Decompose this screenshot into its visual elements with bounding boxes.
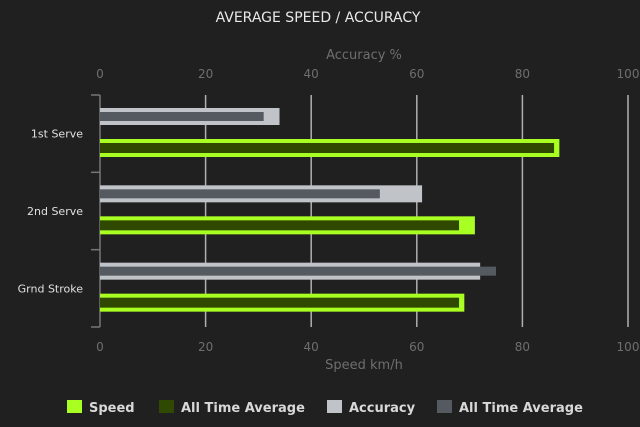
- category-label: 1st Serve: [31, 128, 83, 141]
- top-tick-label: 60: [409, 67, 424, 81]
- legend-label[interactable]: Speed: [89, 401, 135, 416]
- bottom-tick-label: 40: [304, 340, 319, 354]
- top-axis-title: Accuracy %: [326, 48, 402, 63]
- top-tick-label: 100: [617, 67, 640, 81]
- speed-average-bar[interactable]: [100, 143, 555, 153]
- top-tick-label: 0: [96, 67, 104, 81]
- legend-swatch[interactable]: [437, 400, 452, 413]
- bottom-tick-label: 60: [409, 340, 424, 354]
- speed-average-bar[interactable]: [100, 297, 460, 308]
- legend-swatch[interactable]: [327, 400, 342, 413]
- legend-label[interactable]: All Time Average: [181, 401, 305, 416]
- bottom-tick-label: 20: [198, 340, 213, 354]
- top-tick-label: 40: [304, 67, 319, 81]
- category-label: Grnd Stroke: [18, 282, 84, 295]
- legend-label[interactable]: All Time Average: [459, 401, 583, 416]
- top-tick-label: 20: [198, 67, 213, 81]
- bottom-axis-title: Speed km/h: [325, 358, 403, 373]
- top-tick-label: 80: [515, 67, 530, 81]
- accuracy-average-bar[interactable]: [100, 112, 264, 121]
- legend-swatch[interactable]: [67, 400, 82, 413]
- accuracy-average-bar[interactable]: [100, 266, 496, 276]
- bottom-tick-label: 100: [617, 340, 640, 354]
- bottom-tick-label: 80: [515, 340, 530, 354]
- chart-title: AVERAGE SPEED / ACCURACY: [216, 10, 421, 26]
- accuracy-average-bar[interactable]: [100, 189, 380, 199]
- bottom-tick-label: 0: [96, 340, 104, 354]
- legend-label[interactable]: Accuracy: [349, 401, 416, 416]
- speed-average-bar[interactable]: [100, 220, 460, 231]
- category-label: 2nd Serve: [27, 205, 83, 218]
- legend-swatch[interactable]: [159, 400, 174, 413]
